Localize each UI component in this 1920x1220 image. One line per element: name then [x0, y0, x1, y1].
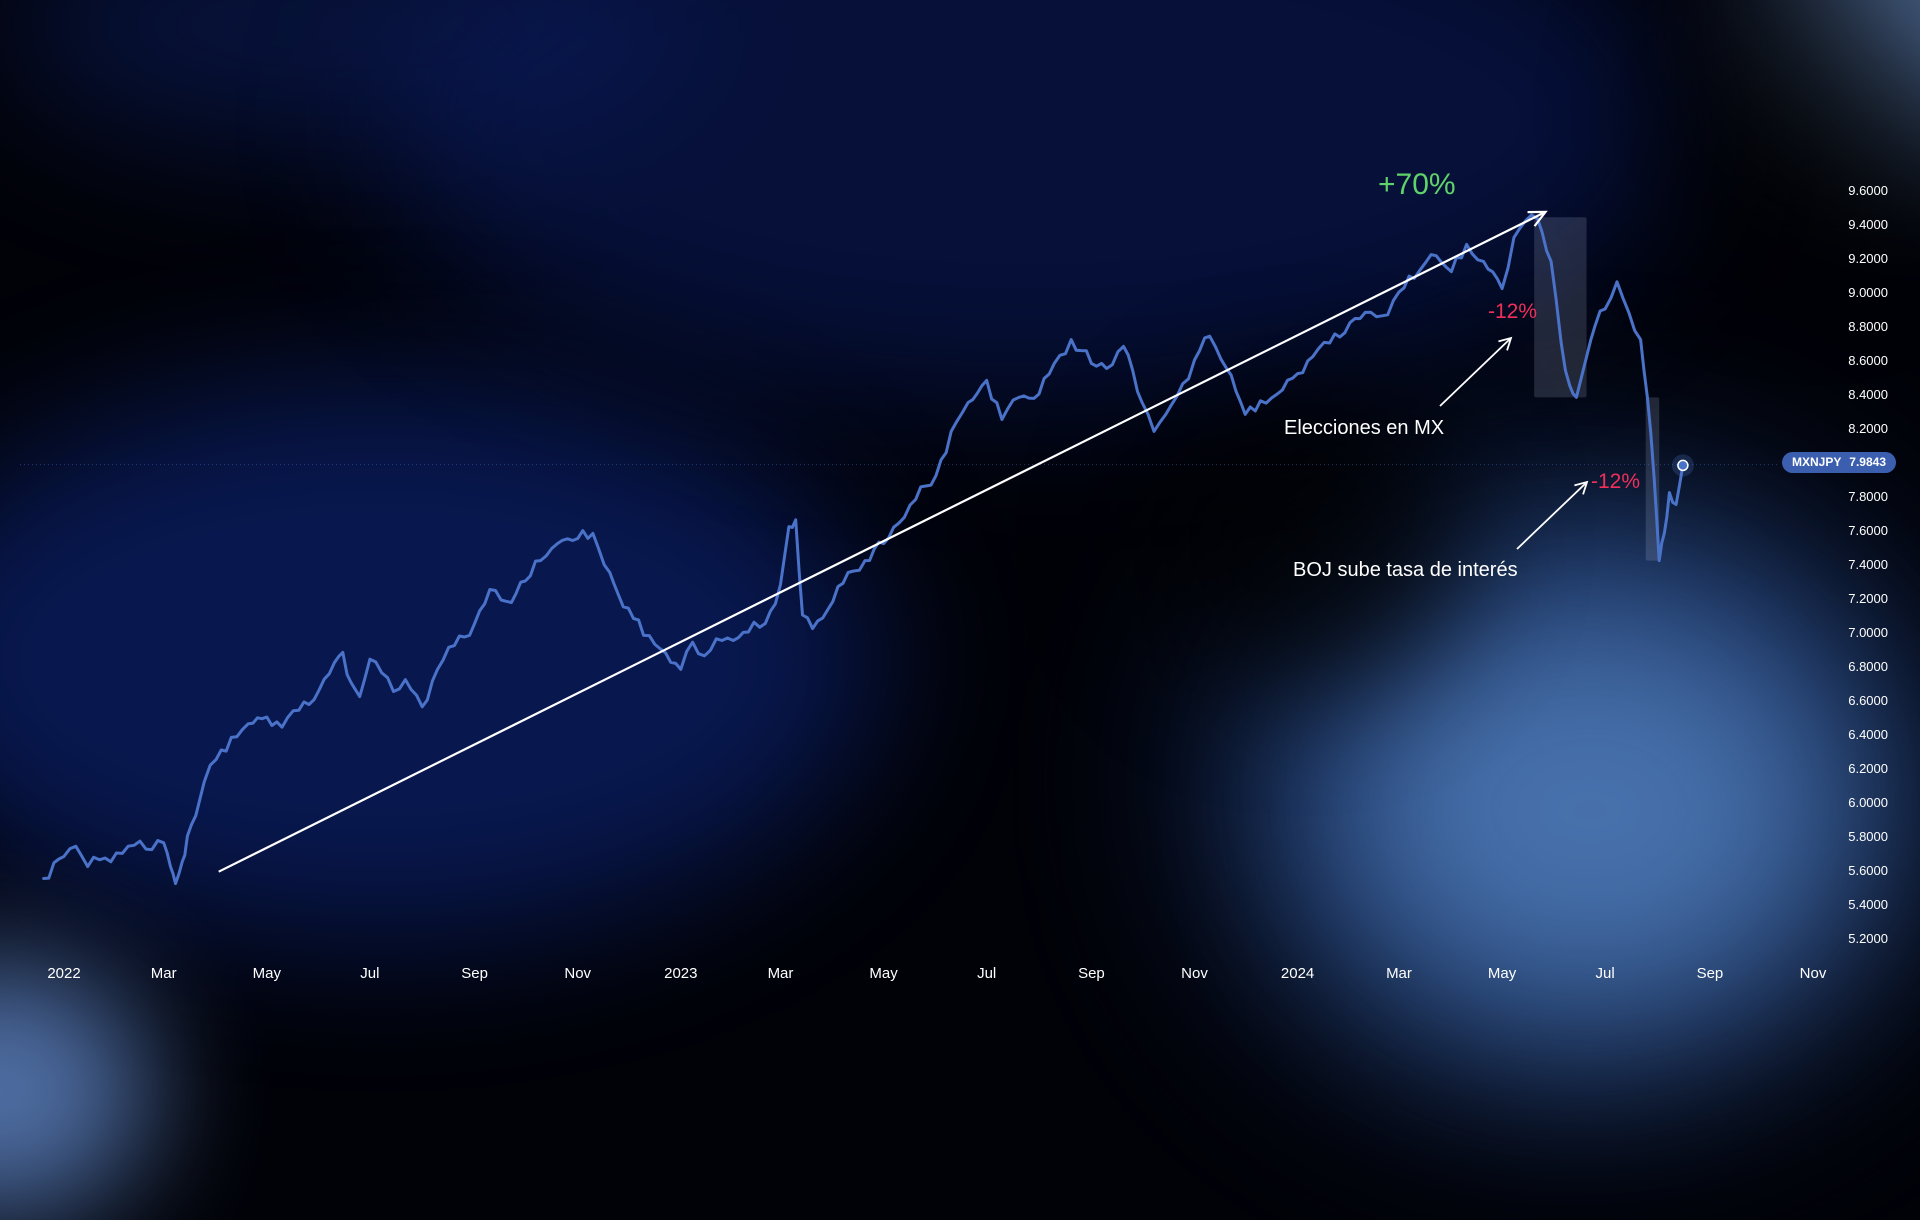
price-tag-symbol: MXNJPY [1792, 455, 1842, 469]
y-tick-label: 8.2000 [1848, 421, 1888, 436]
x-tick-label: 2022 [47, 965, 80, 982]
y-tick-label: 5.8000 [1848, 829, 1888, 844]
y-tick-label: 6.2000 [1848, 761, 1888, 776]
drop-label-boj: -12% [1591, 470, 1641, 493]
trend-arrowhead [1527, 210, 1548, 227]
highlight-region [1534, 217, 1587, 398]
gain-label: +70% [1378, 168, 1456, 201]
x-tick-label: May [1488, 965, 1517, 982]
y-axis: 5.2000 5.4000 5.6000 5.8000 6.0000 6.2000 6.40… [1848, 183, 1888, 946]
x-tick-label: Nov [1181, 965, 1208, 982]
y-tick-label: 5.6000 [1848, 863, 1888, 878]
x-tick-label: Nov [564, 965, 591, 982]
x-tick-label: Jul [977, 965, 996, 982]
price-chart: 2022 Mar May Jul Sep Nov 2023 Mar May Jul Sep Nov 20… [20, 183, 1888, 982]
y-tick-label: 7.4000 [1848, 557, 1888, 572]
price-tag: MXNJPY 7.9843 [1782, 452, 1896, 473]
event-label-boj: BOJ sube tasa de interés [1293, 559, 1518, 581]
y-tick-label: 9.4000 [1848, 217, 1888, 232]
x-axis: 2022 Mar May Jul Sep Nov 2023 Mar May Jul Sep Nov 20… [47, 965, 1827, 982]
arrow-elections [1439, 337, 1512, 407]
x-tick-label: Sep [1078, 965, 1105, 982]
x-tick-label: Jul [1596, 965, 1615, 982]
y-tick-label: 8.8000 [1848, 319, 1888, 334]
marker-dot [1677, 459, 1689, 472]
annotation-arrows [1439, 336, 1589, 550]
y-tick-label: 7.8000 [1848, 489, 1888, 504]
x-tick-label: 2023 [664, 965, 697, 982]
last-price-marker [1671, 454, 1694, 477]
y-tick-label: 6.6000 [1848, 693, 1888, 708]
series-line-mxnjpy [42, 213, 1685, 886]
trend-line [218, 210, 1547, 873]
x-tick-label: Sep [461, 965, 488, 982]
x-tick-label: Nov [1800, 965, 1827, 982]
arrow-boj-head [1574, 480, 1589, 495]
y-tick-label: 5.2000 [1848, 931, 1888, 946]
y-tick-label: 7.2000 [1848, 591, 1888, 606]
y-tick-label: 8.6000 [1848, 353, 1888, 368]
y-tick-label: 6.0000 [1848, 795, 1888, 810]
x-tick-label: Mar [151, 965, 177, 982]
price-tag-value: 7.9843 [1849, 455, 1886, 469]
y-tick-label: 9.6000 [1848, 183, 1888, 198]
y-tick-label: 6.4000 [1848, 727, 1888, 742]
y-tick-label: 7.6000 [1848, 523, 1888, 538]
x-tick-label: Jul [360, 965, 379, 982]
x-tick-label: Sep [1697, 965, 1724, 982]
arrow-elections-head [1498, 336, 1513, 351]
x-tick-label: 2024 [1281, 965, 1314, 982]
event-label-elections: Elecciones en MX [1284, 417, 1445, 439]
y-tick-label: 9.0000 [1848, 285, 1888, 300]
y-tick-label: 8.4000 [1848, 387, 1888, 402]
arrow-boj [1516, 481, 1588, 550]
y-tick-label: 9.2000 [1848, 251, 1888, 266]
drop-label-elections: -12% [1488, 300, 1538, 323]
y-tick-label: 5.4000 [1848, 897, 1888, 912]
x-tick-label: Mar [1386, 965, 1412, 982]
trend-arrow [218, 210, 1548, 873]
y-tick-label: 6.8000 [1848, 659, 1888, 674]
y-tick-label: 7.0000 [1848, 625, 1888, 640]
x-tick-label: May [869, 965, 898, 982]
x-tick-label: May [253, 965, 282, 982]
x-tick-label: Mar [768, 965, 794, 982]
